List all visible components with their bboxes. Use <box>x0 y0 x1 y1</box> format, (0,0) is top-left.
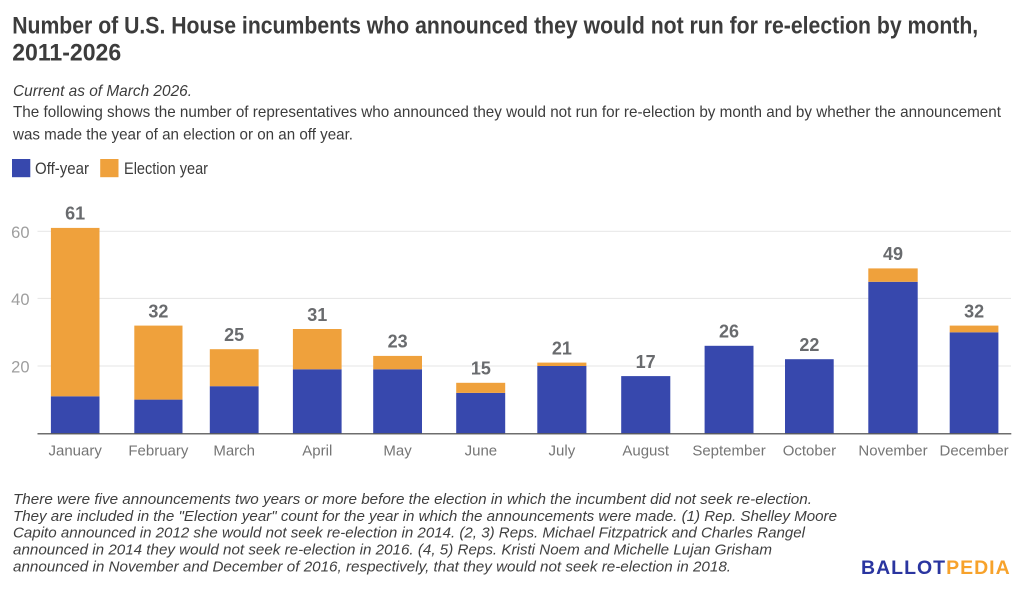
svg-text:Capito announced in 2012 she w: Capito announced in 2012 she would not s… <box>13 525 806 542</box>
svg-text:17: 17 <box>636 352 656 372</box>
svg-text:November: November <box>858 442 927 459</box>
svg-text:25: 25 <box>224 325 244 345</box>
svg-text:They are included in the "Elec: They are included in the "Election year"… <box>13 508 837 525</box>
svg-text:was made the year of an electi: was made the year of an election or on a… <box>12 127 353 144</box>
svg-text:2011-2026: 2011-2026 <box>12 39 121 66</box>
svg-text:32: 32 <box>148 301 168 321</box>
svg-text:40: 40 <box>11 291 29 309</box>
svg-text:April: April <box>302 442 332 459</box>
svg-text:announced in 2014 they would n: announced in 2014 they would not seek re… <box>13 542 772 559</box>
svg-text:20: 20 <box>11 359 29 377</box>
svg-text:May: May <box>383 442 412 459</box>
svg-text:September: September <box>692 442 765 459</box>
svg-text:October: October <box>783 442 836 459</box>
svg-text:49: 49 <box>883 244 903 264</box>
svg-text:Election year: Election year <box>124 159 208 178</box>
svg-text:15: 15 <box>471 359 491 379</box>
svg-text:60: 60 <box>11 224 29 242</box>
svg-text:32: 32 <box>964 301 984 321</box>
svg-text:January: January <box>49 442 103 459</box>
svg-text:22: 22 <box>799 335 819 355</box>
svg-text:BALLOTPEDIA: BALLOTPEDIA <box>861 557 1011 579</box>
svg-text:Off-year: Off-year <box>35 159 89 178</box>
svg-text:August: August <box>622 442 670 459</box>
svg-text:June: June <box>465 442 498 459</box>
svg-text:There were five announcements: There were five announcements two years … <box>13 491 812 508</box>
svg-text:31: 31 <box>307 305 327 325</box>
svg-text:Current as of March 2026.: Current as of March 2026. <box>13 83 192 100</box>
svg-text:Number of U.S. House incumbent: Number of U.S. House incumbents who anno… <box>12 13 978 40</box>
svg-text:26: 26 <box>719 322 739 342</box>
svg-text:21: 21 <box>552 338 572 358</box>
svg-text:23: 23 <box>388 332 408 352</box>
svg-text:March: March <box>213 442 255 459</box>
svg-text:announced in November and Dece: announced in November and December of 20… <box>13 559 731 576</box>
svg-text:December: December <box>939 442 1008 459</box>
svg-text:July: July <box>549 442 576 459</box>
svg-text:61: 61 <box>65 204 85 224</box>
svg-text:The following shows the number: The following shows the number of repres… <box>13 104 1002 121</box>
svg-text:February: February <box>128 442 189 459</box>
